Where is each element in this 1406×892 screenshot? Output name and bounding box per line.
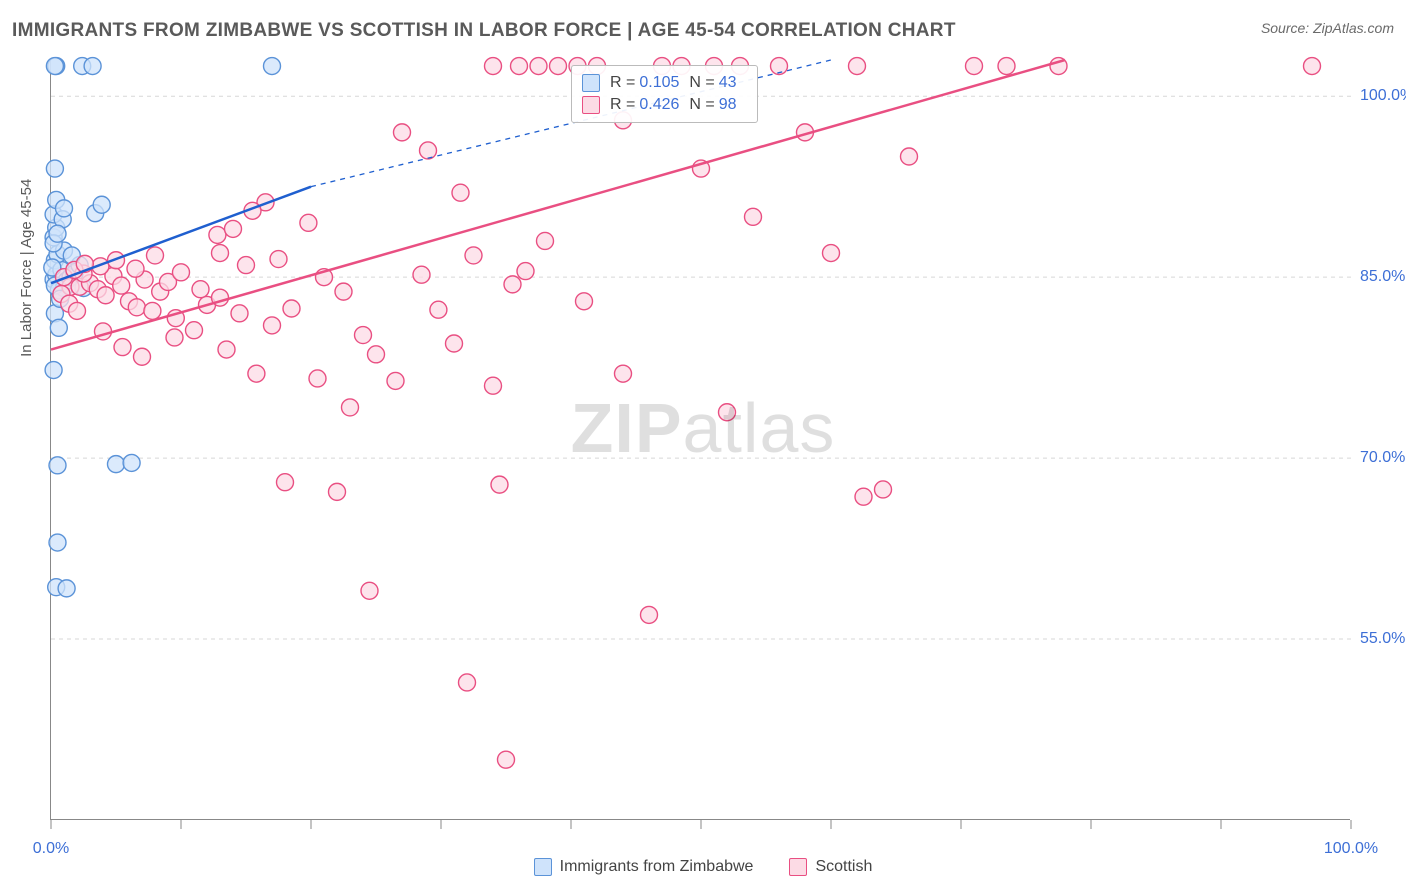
stats-row: R =0.426N =98 — [582, 94, 747, 116]
stats-row: R =0.105N =43 — [582, 72, 747, 94]
scatter-plot-svg — [51, 60, 1351, 820]
legend-label: Immigrants from Zimbabwe — [560, 858, 754, 876]
x-tick-label: 100.0% — [1324, 840, 1378, 858]
correlation-stats-box: R =0.105N =43R =0.426N =98 — [571, 65, 758, 123]
legend-swatch — [534, 858, 552, 876]
legend-label: Scottish — [815, 858, 872, 876]
x-tick-label: 0.0% — [33, 840, 69, 858]
y-tick-label: 70.0% — [1360, 449, 1406, 467]
chart-title: IMMIGRANTS FROM ZIMBABWE VS SCOTTISH IN … — [12, 20, 956, 42]
legend-swatch — [789, 858, 807, 876]
y-axis-label: In Labor Force | Age 45-54 — [18, 179, 35, 357]
source-label: Source: ZipAtlas.com — [1261, 20, 1394, 36]
y-tick-label: 55.0% — [1360, 630, 1406, 648]
legend-item: Scottish — [789, 858, 872, 876]
plot-area: R =0.105N =43R =0.426N =98 55.0%70.0%85.… — [50, 60, 1350, 820]
y-tick-label: 85.0% — [1360, 268, 1406, 286]
y-tick-label: 100.0% — [1360, 87, 1406, 105]
bottom-legend: Immigrants from Zimbabwe Scottish — [0, 858, 1406, 876]
legend-item: Immigrants from Zimbabwe — [534, 858, 754, 876]
